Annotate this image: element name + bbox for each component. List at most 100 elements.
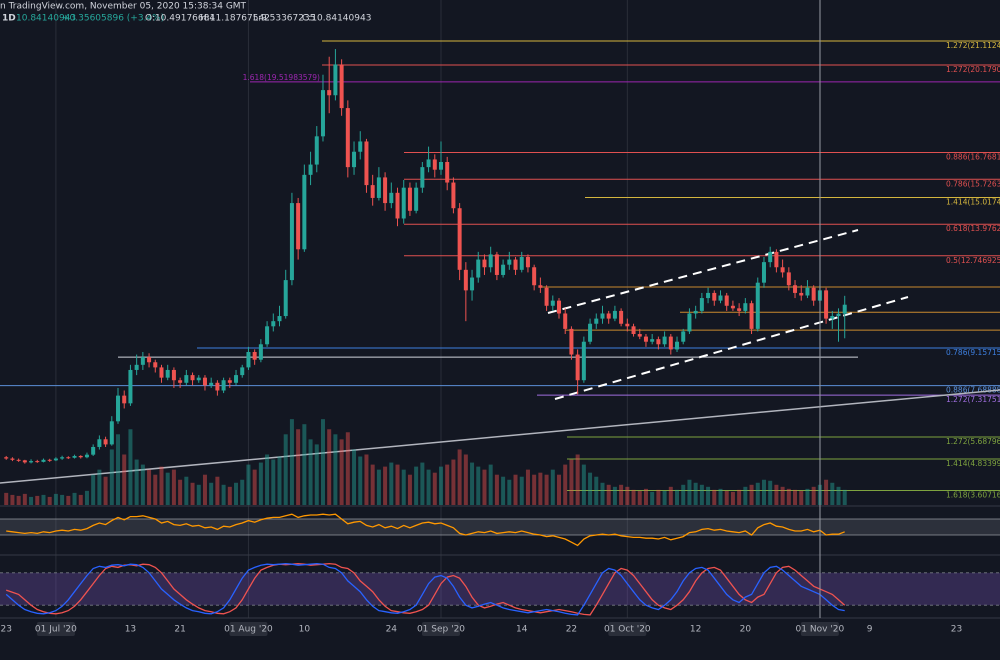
volume-bar bbox=[755, 482, 760, 505]
candle-body bbox=[793, 285, 798, 293]
volume-bar bbox=[793, 489, 798, 505]
volume-bar bbox=[265, 454, 270, 505]
candle-body bbox=[805, 287, 810, 296]
x-tick-label: 14 bbox=[516, 625, 528, 635]
volume-bar bbox=[345, 432, 350, 505]
volume-bar bbox=[47, 496, 52, 505]
grid bbox=[55, 0, 821, 618]
low: L:9.53367235 bbox=[253, 14, 315, 24]
volume-bar bbox=[724, 490, 729, 505]
candle-body bbox=[501, 264, 506, 275]
volume-bar bbox=[631, 489, 636, 505]
candle-body bbox=[66, 457, 71, 459]
change: +0.35605896 (+3.4%) bbox=[62, 14, 164, 24]
candle-body bbox=[296, 203, 301, 250]
stoch-k bbox=[5, 562, 845, 616]
volume-bar bbox=[637, 490, 642, 505]
volume-bar bbox=[693, 482, 698, 505]
volume-bar bbox=[22, 493, 27, 505]
stoch-d bbox=[5, 562, 846, 616]
candle-body bbox=[407, 187, 412, 211]
volume-bar bbox=[227, 486, 232, 505]
rsi-line bbox=[6, 513, 845, 547]
volume-bar bbox=[507, 479, 512, 505]
candle-body bbox=[625, 323, 630, 327]
volume-bar bbox=[594, 476, 599, 505]
x-tick-label: 01 Sep '20 bbox=[417, 625, 465, 635]
volume-bar bbox=[606, 484, 611, 505]
volume-bar bbox=[488, 464, 493, 505]
volume-bar bbox=[116, 434, 121, 505]
volume-bar bbox=[588, 472, 593, 505]
volume-bar bbox=[333, 434, 338, 505]
candle-body bbox=[364, 141, 369, 186]
channel-lower bbox=[554, 296, 909, 400]
tick-box bbox=[36, 622, 75, 636]
candle-body bbox=[202, 377, 207, 386]
candle-body bbox=[358, 141, 363, 152]
volume-bar bbox=[283, 434, 288, 505]
volume-bar bbox=[836, 486, 841, 505]
volume-bar bbox=[699, 484, 704, 505]
volume-bar bbox=[128, 429, 133, 505]
candle-body bbox=[743, 303, 748, 311]
volume-bar bbox=[438, 466, 443, 505]
candle-body bbox=[60, 457, 65, 459]
candle-body bbox=[557, 300, 562, 314]
candle-body bbox=[103, 439, 108, 445]
x-tick-label: 01 Jul '20 bbox=[35, 625, 77, 635]
time-axis: 23 01 Jul '20 13 21 01 Aug '20 10 24 01 Sep '20… bbox=[0, 622, 962, 636]
candle-body bbox=[451, 182, 456, 209]
volume-bar bbox=[277, 456, 282, 505]
volume-bar bbox=[10, 494, 15, 505]
rsi-band bbox=[0, 519, 1000, 535]
candle-body bbox=[333, 64, 338, 96]
candle-body bbox=[134, 364, 139, 370]
candle-body bbox=[600, 313, 605, 319]
candle-body bbox=[29, 461, 34, 463]
volume-bar bbox=[575, 454, 580, 505]
candle-body bbox=[519, 256, 524, 270]
candle-body bbox=[476, 259, 481, 278]
x-tick-label: 10 bbox=[299, 625, 311, 635]
candle-body bbox=[178, 380, 183, 383]
candle-body bbox=[352, 151, 357, 168]
candle-body bbox=[277, 316, 282, 322]
volume-bar bbox=[662, 490, 667, 505]
volume-bar bbox=[314, 444, 319, 505]
candle-body bbox=[209, 382, 214, 386]
candle-body bbox=[780, 267, 785, 273]
volume-bar bbox=[202, 474, 207, 505]
candle-body bbox=[283, 280, 288, 317]
volume-bar bbox=[395, 464, 400, 505]
volume-bar bbox=[656, 489, 661, 505]
candle-body bbox=[345, 108, 350, 168]
header: n TradingView.com, November 05, 2020 15:… bbox=[0, 2, 371, 24]
x-tick-label: 23 bbox=[0, 625, 11, 635]
candle-body bbox=[171, 369, 176, 381]
volume-bar bbox=[600, 482, 605, 505]
candle-body bbox=[687, 313, 692, 332]
candle-body bbox=[755, 282, 760, 329]
candle-body bbox=[681, 331, 686, 342]
stoch-pane bbox=[0, 562, 1000, 616]
volume-bar bbox=[581, 464, 586, 505]
volume-bar bbox=[470, 462, 475, 505]
candle-body bbox=[824, 290, 829, 319]
candle-body bbox=[234, 375, 239, 383]
volume-bar bbox=[4, 492, 9, 505]
interval: 1D bbox=[2, 14, 16, 24]
candle-body bbox=[116, 395, 121, 422]
volume-bar bbox=[109, 449, 114, 505]
volume-bar bbox=[420, 462, 425, 505]
candle-body bbox=[650, 339, 655, 342]
volume-bar bbox=[786, 488, 791, 505]
candle-body bbox=[302, 174, 307, 250]
candle-body bbox=[84, 454, 89, 458]
candle-body bbox=[718, 295, 723, 301]
candle-body bbox=[445, 162, 450, 183]
candle-body bbox=[488, 254, 493, 268]
candle-body bbox=[786, 272, 791, 286]
volume-bar bbox=[780, 486, 785, 505]
